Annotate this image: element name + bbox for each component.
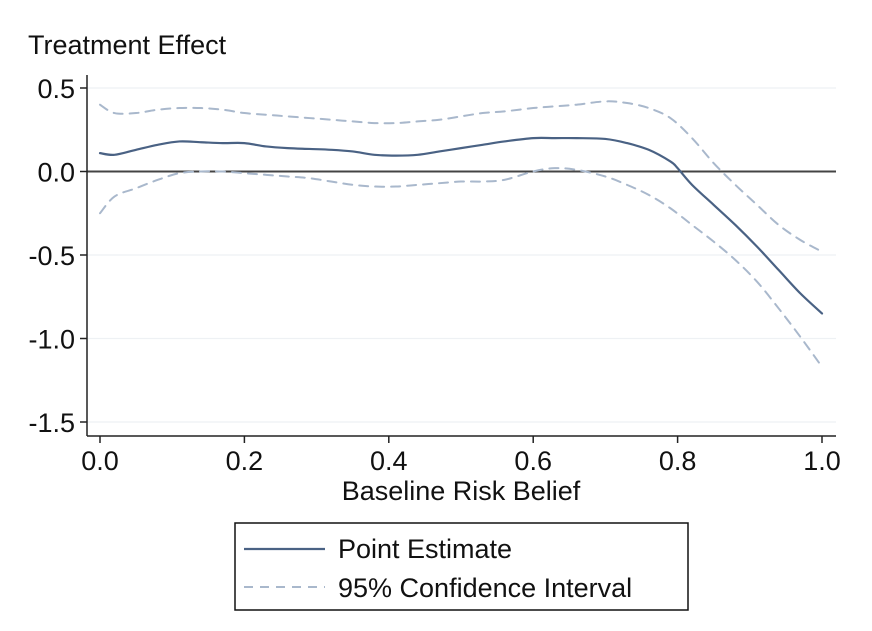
x-tick-label: 0.0 (81, 446, 119, 476)
y-axis-title: Treatment Effect (28, 30, 227, 60)
legend-box (234, 522, 689, 611)
x-tick-label: 0.2 (226, 446, 264, 476)
y-tick-label: -1.0 (28, 325, 75, 355)
tick-labels: -1.5 -1.0 -0.5 0.0 0.5 0.0 0.2 0.4 0.6 0.8 1.0 (28, 74, 840, 476)
legend: Point Estimate 95% Confidence Interval (234, 522, 689, 611)
series-lines (98, 100, 824, 368)
series-line-point-estimate (98, 136, 824, 315)
x-tick-label: 1.0 (803, 446, 841, 476)
y-tick-label: 0.0 (37, 158, 75, 188)
x-tick-label: 0.6 (514, 446, 552, 476)
x-axis-title: Baseline Risk Belief (342, 476, 581, 506)
y-tick-label: -0.5 (28, 241, 75, 271)
x-tick-label: 0.8 (659, 446, 697, 476)
y-tick-label: -1.5 (28, 408, 75, 438)
series-line-ci-upper (99, 100, 823, 253)
legend-label-confidence-interval: 95% Confidence Interval (338, 573, 632, 603)
y-tick-label: 0.5 (37, 74, 75, 104)
legend-label-point-estimate: Point Estimate (338, 534, 512, 564)
x-tick-label: 0.4 (370, 446, 408, 476)
